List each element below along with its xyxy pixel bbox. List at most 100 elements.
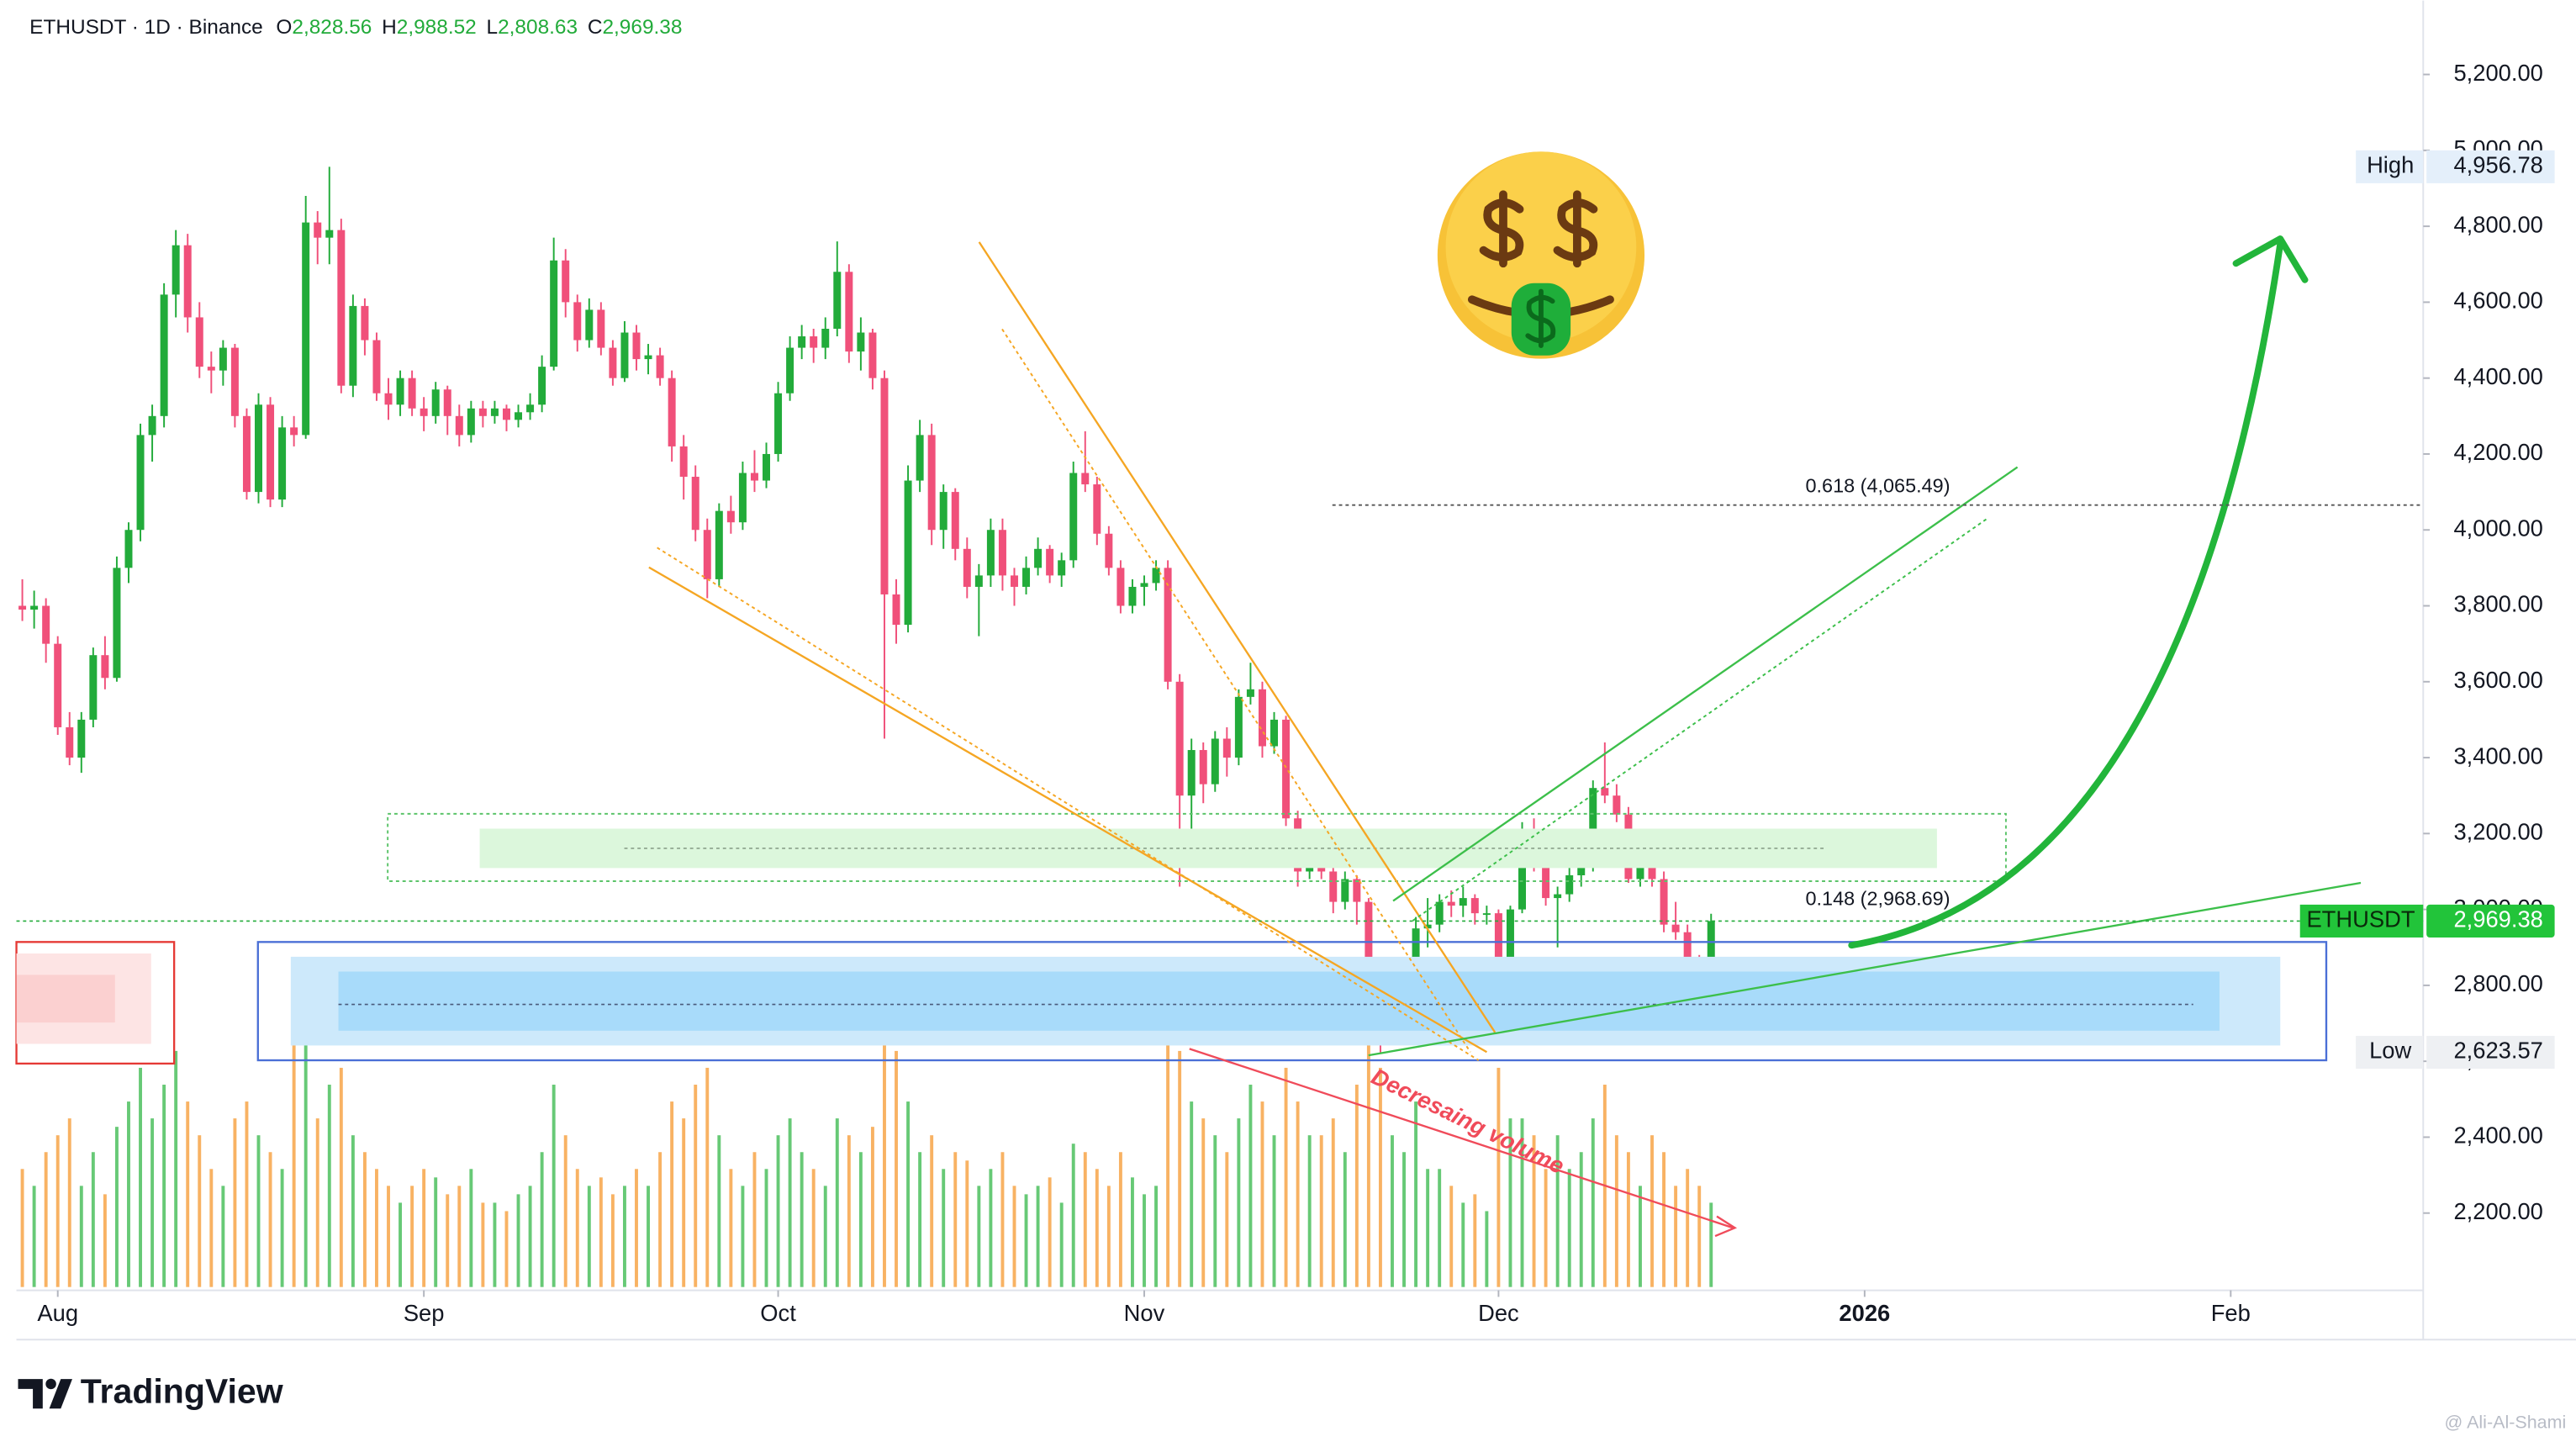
volume-bar: [150, 1118, 155, 1287]
candle-body: [408, 378, 416, 409]
x-tick-label: Nov: [1124, 1300, 1165, 1326]
volume-bar: [953, 1152, 958, 1287]
volume-bar: [977, 1186, 981, 1287]
candle-body: [1081, 473, 1090, 485]
candle-body: [1175, 681, 1184, 796]
zone-fill: [479, 828, 1937, 869]
volume-bar: [67, 1118, 71, 1287]
candle-body: [738, 473, 747, 523]
volume-bar: [1650, 1135, 1654, 1287]
volume-bar: [245, 1101, 249, 1287]
candle-body: [668, 378, 676, 446]
candle-body: [1211, 738, 1219, 784]
candle-body: [1353, 879, 1361, 902]
candle-body: [597, 309, 605, 348]
candle-body: [845, 272, 853, 352]
candle-body: [1459, 898, 1467, 906]
volume-bar: [1059, 1202, 1064, 1287]
last-price-value-tag: [2426, 904, 2555, 938]
y-tick-label: 4,000.00: [2453, 515, 2542, 541]
volume-bar: [835, 1118, 839, 1287]
candle-body: [278, 427, 287, 500]
volume-bar: [965, 1160, 969, 1287]
volume-bar: [1639, 1186, 1642, 1287]
volume-bar: [1497, 1067, 1501, 1287]
volume-bar: [410, 1186, 414, 1287]
candle-body: [774, 393, 783, 454]
candle-body: [502, 408, 510, 420]
volume-bar: [209, 1169, 214, 1287]
candle-body: [1152, 568, 1160, 584]
volume-bar: [1190, 1101, 1194, 1287]
volume-bar: [895, 1050, 898, 1287]
dollar-eye: [1479, 190, 1524, 268]
volume-bar: [1555, 1135, 1560, 1287]
x-tick-label: Dec: [1478, 1300, 1519, 1326]
candle-body: [656, 355, 664, 378]
volume-bar: [1083, 1152, 1087, 1287]
plot: [18, 166, 1715, 1287]
candle-body: [998, 530, 1006, 576]
volume-bar: [1178, 1050, 1182, 1287]
volume-bar: [717, 1135, 721, 1287]
volume-bar: [1319, 1135, 1323, 1287]
price-marker-value-tag: [2426, 1035, 2555, 1070]
x-tick-label: Aug: [37, 1300, 78, 1326]
candle-body: [337, 230, 346, 386]
volume-bar: [422, 1169, 426, 1287]
volume-bar: [198, 1135, 202, 1287]
volume-bar: [351, 1135, 355, 1287]
volume-bar: [1296, 1101, 1300, 1287]
candle-body: [550, 260, 558, 367]
y-tick-label: 5,200.00: [2453, 60, 2542, 86]
volume-bar: [504, 1211, 509, 1287]
candle-body: [892, 594, 900, 626]
candle-body: [703, 530, 711, 579]
volume-bar: [1307, 1135, 1312, 1287]
volume-bar: [906, 1101, 911, 1287]
candle-body: [974, 575, 983, 587]
candle-body: [66, 726, 74, 758]
volume-bar: [1591, 1118, 1595, 1287]
candle-body: [1282, 719, 1291, 819]
volume-bar: [20, 1169, 24, 1287]
candle-body: [361, 305, 369, 341]
candle-body: [715, 510, 723, 579]
candle-body: [916, 435, 924, 481]
candle-body: [951, 492, 959, 549]
volume-bar: [823, 1186, 827, 1287]
volume-bar: [764, 1169, 768, 1287]
candle-body: [1518, 837, 1526, 910]
volume-bar: [1438, 1169, 1442, 1287]
volume-bar: [1213, 1135, 1217, 1287]
volume-bar: [91, 1152, 95, 1287]
volume-bar: [1118, 1152, 1122, 1287]
volume-arrow-head: [1714, 1215, 1738, 1238]
candle-body: [267, 404, 275, 500]
candle-body: [1164, 568, 1172, 682]
candle-body: [1482, 913, 1491, 916]
candle-body: [1222, 738, 1231, 758]
volume-bar: [1012, 1186, 1016, 1287]
y-tick-label: 2,400.00: [2453, 1122, 2542, 1149]
volume-bar: [587, 1186, 591, 1287]
volume-bar: [493, 1202, 497, 1287]
y-tick-label: 4,800.00: [2453, 211, 2542, 237]
candle-body: [1199, 750, 1207, 784]
candle-body: [302, 222, 310, 436]
volume-bar: [1366, 1000, 1370, 1287]
candle-body: [372, 340, 381, 394]
volume-bar: [44, 1152, 48, 1287]
symbol: ETHUSDT · 1D · Binance: [29, 16, 263, 39]
candle-body: [868, 332, 877, 378]
candle-body: [1105, 533, 1113, 568]
logo-mark: [18, 1379, 43, 1409]
volume-bar: [694, 1085, 698, 1287]
volume-bar: [622, 1186, 626, 1287]
volume-bar: [339, 1067, 343, 1287]
candle-body: [467, 408, 475, 436]
zone-outline: [387, 812, 2007, 882]
volume-bar: [1391, 1135, 1394, 1287]
open-value: 2,828.56: [292, 16, 372, 39]
